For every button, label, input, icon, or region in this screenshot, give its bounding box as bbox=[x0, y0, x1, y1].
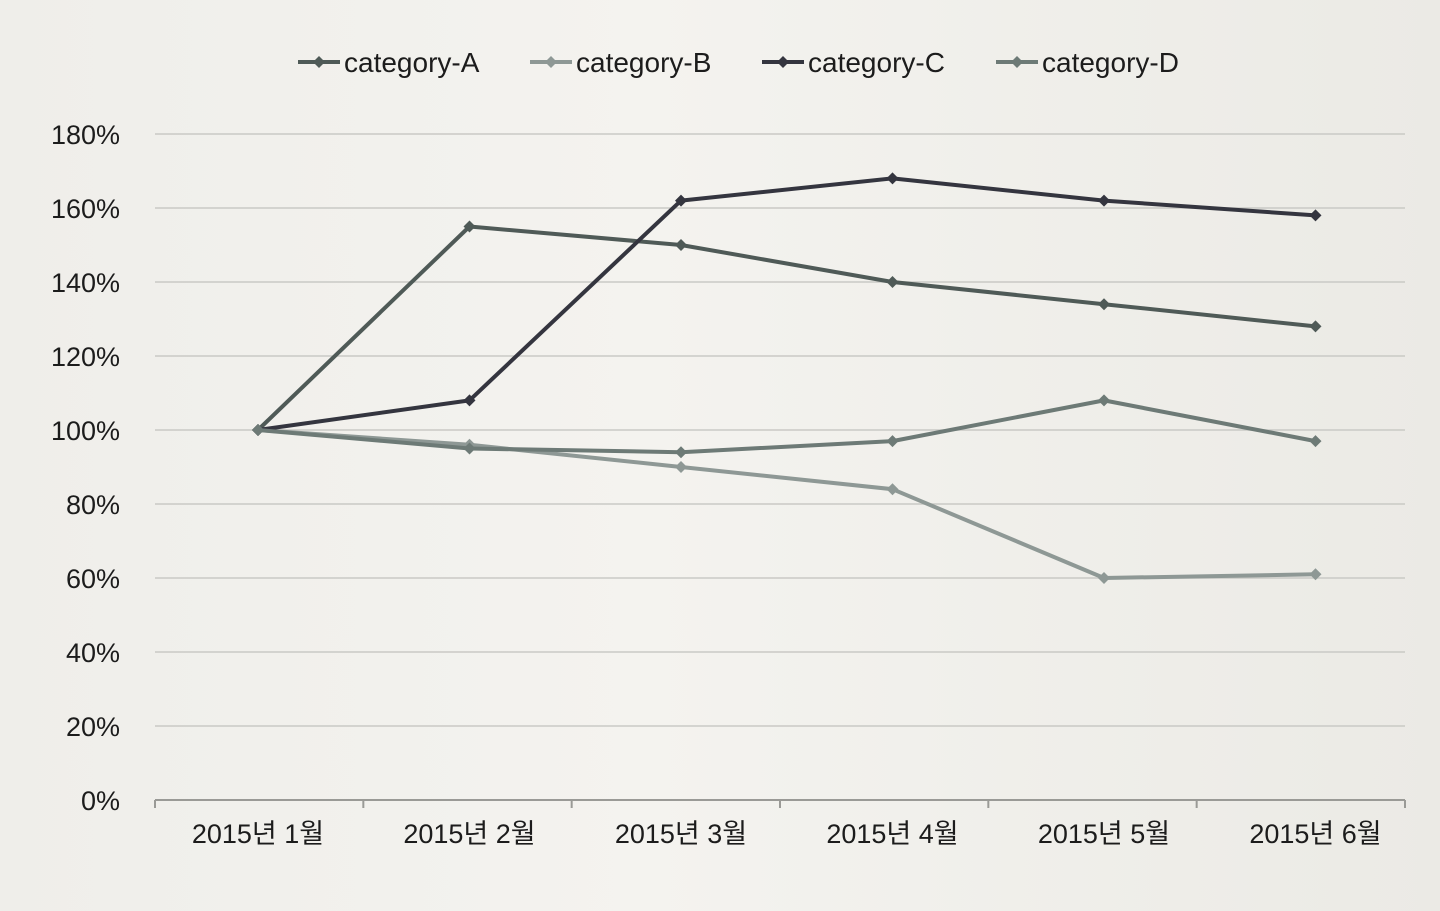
data-point bbox=[1309, 320, 1322, 333]
series-line bbox=[257, 176, 1316, 432]
data-point bbox=[675, 239, 687, 251]
data-point bbox=[463, 394, 476, 407]
y-axis-ticks: 0% 20% 40% 60% 80% 100% 120% 140% 160% 180% bbox=[51, 120, 120, 816]
y-tick-label: 40% bbox=[66, 638, 120, 668]
legend-item-category-A: category-A bbox=[298, 47, 480, 78]
x-tick-label: 2015년 1월 bbox=[192, 819, 324, 849]
data-point bbox=[1098, 298, 1110, 311]
series-category-D bbox=[252, 394, 1322, 459]
legend-label: category-B bbox=[576, 47, 711, 78]
data-point bbox=[252, 424, 264, 436]
x-tick-label: 2015년 2월 bbox=[403, 819, 535, 849]
legend-label: category-D bbox=[1042, 47, 1179, 78]
data-point bbox=[886, 435, 899, 448]
legend-label: category-C bbox=[808, 47, 945, 78]
legend-item-category-C: category-C bbox=[762, 47, 945, 78]
y-tick-label: 180% bbox=[51, 120, 120, 150]
data-point bbox=[1309, 568, 1322, 581]
series-line bbox=[256, 224, 1316, 432]
series-line bbox=[257, 428, 1316, 580]
x-tick-label: 2015년 5월 bbox=[1038, 819, 1170, 849]
x-tick-label: 2015년 3월 bbox=[615, 819, 747, 849]
x-tick-label: 2015년 6월 bbox=[1249, 819, 1381, 849]
data-point bbox=[886, 483, 899, 496]
y-tick-label: 20% bbox=[66, 712, 120, 742]
data-point bbox=[675, 461, 687, 473]
x-axis: 2015년 1월 2015년 2월 2015년 3월 2015년 4월 2015년 5월… bbox=[154, 799, 1406, 849]
y-tick-label: 60% bbox=[66, 564, 120, 594]
y-tick-label: 120% bbox=[51, 342, 120, 372]
series-line bbox=[257, 398, 1316, 455]
data-point bbox=[463, 442, 476, 455]
legend-label: category-A bbox=[344, 47, 480, 78]
legend-swatch-marker bbox=[1011, 56, 1023, 68]
data-point bbox=[675, 446, 687, 459]
data-point bbox=[1098, 572, 1110, 584]
y-tick-label: 0% bbox=[81, 786, 120, 816]
y-tick-label: 160% bbox=[51, 194, 120, 224]
legend-item-category-D: category-D bbox=[996, 47, 1179, 78]
data-point bbox=[1309, 209, 1322, 222]
data-point bbox=[1098, 194, 1110, 207]
y-tick-label: 80% bbox=[66, 490, 120, 520]
gridlines bbox=[155, 133, 1405, 727]
legend-item-category-B: category-B bbox=[530, 47, 711, 78]
data-point bbox=[1309, 435, 1322, 448]
legend-swatch-marker bbox=[545, 56, 557, 68]
series-category-A bbox=[252, 220, 1322, 436]
data-point bbox=[886, 172, 899, 185]
series-category-C bbox=[252, 172, 1322, 436]
legend-swatch-marker bbox=[777, 56, 789, 68]
data-point bbox=[1098, 394, 1110, 407]
legend: category-A category-B category-C category-D bbox=[298, 47, 1179, 78]
legend-swatch-marker bbox=[313, 56, 325, 68]
data-point bbox=[675, 194, 687, 207]
x-tick-label: 2015년 4월 bbox=[826, 819, 958, 849]
y-tick-label: 140% bbox=[51, 268, 120, 298]
data-point bbox=[886, 276, 899, 288]
y-tick-label: 100% bbox=[51, 416, 120, 446]
data-point bbox=[463, 220, 476, 233]
